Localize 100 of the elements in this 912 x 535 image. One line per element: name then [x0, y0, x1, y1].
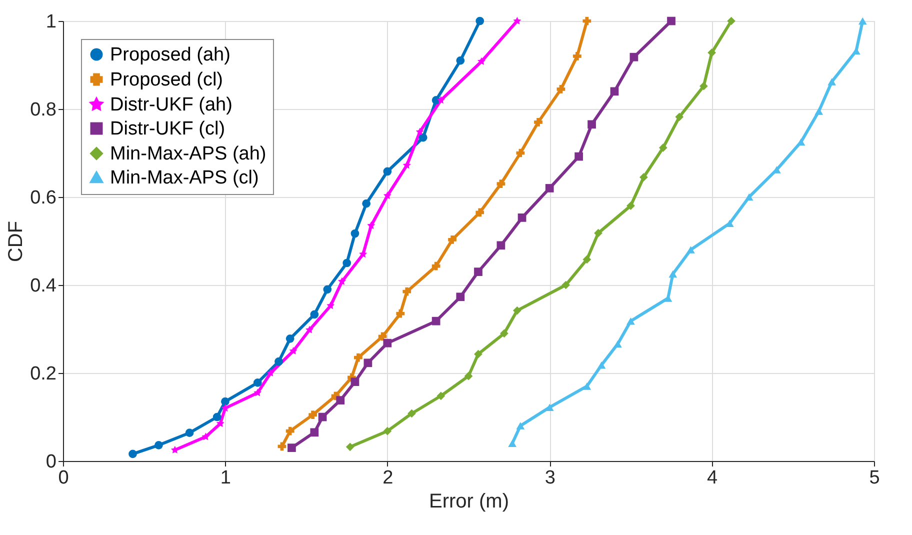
- point: [700, 82, 708, 90]
- y-tick-label: 0.6: [30, 188, 56, 208]
- point: [367, 221, 376, 229]
- point: [402, 287, 412, 296]
- legend-label: Proposed (ah): [110, 44, 230, 66]
- point: [562, 280, 570, 290]
- point: [359, 250, 368, 258]
- point: [614, 340, 622, 348]
- point: [354, 353, 362, 362]
- point: [500, 329, 508, 338]
- point: [383, 426, 392, 436]
- point: [323, 285, 332, 294]
- x-tick-label: 2: [382, 468, 394, 488]
- legend-label: Distr-UKF (ah): [110, 94, 232, 116]
- point: [508, 440, 516, 448]
- point: [512, 306, 522, 315]
- y-tick-label: 0.2: [30, 364, 56, 384]
- point: [436, 96, 445, 104]
- point: [572, 52, 582, 60]
- point: [496, 180, 506, 188]
- point: [202, 432, 210, 440]
- point: [513, 16, 522, 24]
- y-axis-title: CDF: [5, 220, 28, 262]
- point: [402, 161, 411, 169]
- point: [128, 450, 137, 458]
- point: [185, 428, 194, 438]
- point: [310, 310, 319, 319]
- point: [496, 241, 506, 250]
- point: [346, 442, 354, 452]
- point: [253, 378, 262, 387]
- point: [476, 16, 484, 26]
- point: [416, 128, 424, 136]
- point: [639, 173, 648, 182]
- point: [266, 368, 275, 376]
- point: [336, 396, 345, 404]
- point: [630, 52, 638, 62]
- point: [594, 228, 602, 238]
- point: [289, 346, 298, 354]
- legend-label: Distr-UKF (cl): [110, 118, 226, 140]
- point: [582, 255, 592, 264]
- point: [432, 262, 440, 270]
- point: [668, 270, 678, 278]
- point: [286, 426, 294, 436]
- point: [516, 148, 525, 158]
- point: [814, 108, 824, 115]
- point: [418, 133, 428, 142]
- point: [456, 56, 465, 65]
- point: [556, 85, 566, 94]
- point: [597, 361, 606, 369]
- point: [858, 17, 867, 25]
- point: [318, 412, 327, 422]
- point: [456, 292, 465, 302]
- point: [626, 202, 635, 210]
- y-tick-label: 1: [46, 12, 56, 32]
- point: [326, 301, 335, 310]
- point: [610, 87, 619, 96]
- point: [288, 444, 296, 452]
- point: [667, 16, 676, 26]
- point: [658, 144, 668, 152]
- point: [383, 338, 392, 348]
- point: [675, 112, 684, 122]
- point: [448, 235, 456, 244]
- x-tick-label: 1: [220, 468, 231, 488]
- point: [474, 350, 482, 358]
- point: [350, 378, 360, 386]
- legend-label: Min-Max-APS (cl): [110, 168, 259, 188]
- point: [350, 229, 360, 238]
- point: [476, 208, 484, 217]
- point: [216, 419, 224, 427]
- point: [464, 372, 473, 380]
- point: [212, 412, 222, 422]
- point: [534, 118, 542, 126]
- point: [274, 357, 283, 366]
- point: [383, 191, 392, 200]
- point: [518, 213, 526, 222]
- x-tick-label: 5: [869, 468, 880, 488]
- x-tick-label: 3: [544, 468, 556, 488]
- y-tick-label: 0.8: [30, 100, 56, 120]
- point: [626, 317, 635, 325]
- point: [221, 397, 230, 406]
- legend-label: Proposed (cl): [110, 70, 223, 90]
- point: [408, 409, 416, 418]
- point: [436, 392, 446, 400]
- point: [708, 48, 716, 57]
- point: [582, 16, 592, 26]
- legend-label: Min-Max-APS (ah): [110, 144, 266, 164]
- point: [828, 78, 836, 86]
- point: [686, 246, 695, 254]
- y-tick-label: 0: [46, 452, 56, 472]
- point: [342, 258, 352, 268]
- point: [362, 199, 370, 208]
- point: [396, 309, 405, 318]
- point: [338, 277, 346, 285]
- point: [474, 268, 482, 276]
- point: [154, 440, 163, 450]
- point: [727, 16, 736, 26]
- point: [306, 326, 314, 334]
- y-tick-label: 0.4: [30, 276, 57, 296]
- point: [516, 422, 525, 430]
- x-tick-label: 4: [707, 468, 718, 488]
